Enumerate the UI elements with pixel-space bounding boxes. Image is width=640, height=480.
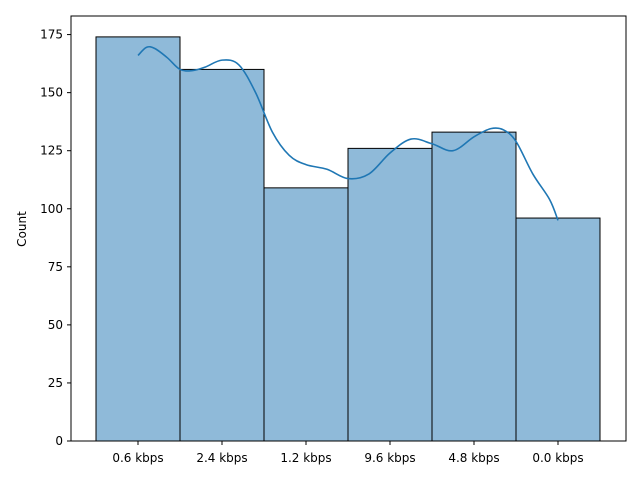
x-tick-label-4: 4.8 kbps — [448, 451, 499, 465]
y-tick-label-2: 50 — [48, 318, 63, 332]
y-tick-label-4: 100 — [40, 202, 63, 216]
bar-0 — [95, 36, 181, 442]
axes-frame — [70, 15, 627, 442]
y-axis-label: Count — [15, 211, 29, 247]
y-tick-label-6: 150 — [40, 86, 63, 100]
bar-4 — [431, 131, 517, 442]
x-tick-label-1: 2.4 kbps — [196, 451, 247, 465]
kde-line — [137, 45, 559, 221]
y-ticks-group: 0 25 50 75 100 125 150 175 — [40, 28, 71, 448]
x-ticks-group: 0.6 kbps 2.4 kbps 1.2 kbps 9.6 kbps 4.8 kbps… — [112, 441, 584, 465]
bars-group — [95, 36, 601, 442]
y-tick-label-5: 125 — [40, 144, 63, 158]
bar-5 — [515, 217, 601, 442]
y-tick-label-3: 75 — [48, 260, 63, 274]
x-tick-label-3: 9.6 kbps — [364, 451, 415, 465]
x-tick-label-0: 0.6 kbps — [112, 451, 163, 465]
y-tick-label-0: 0 — [55, 434, 63, 448]
bar-1 — [179, 68, 265, 442]
x-tick-label-2: 1.2 kbps — [280, 451, 331, 465]
bar-2 — [263, 187, 349, 442]
bar-3 — [347, 147, 433, 442]
x-tick-label-5: 0.0 kbps — [532, 451, 583, 465]
axes-group — [70, 15, 627, 442]
y-tick-label-7: 175 — [40, 28, 63, 42]
kde-group — [137, 45, 559, 221]
y-tick-label-1: 25 — [48, 376, 63, 390]
